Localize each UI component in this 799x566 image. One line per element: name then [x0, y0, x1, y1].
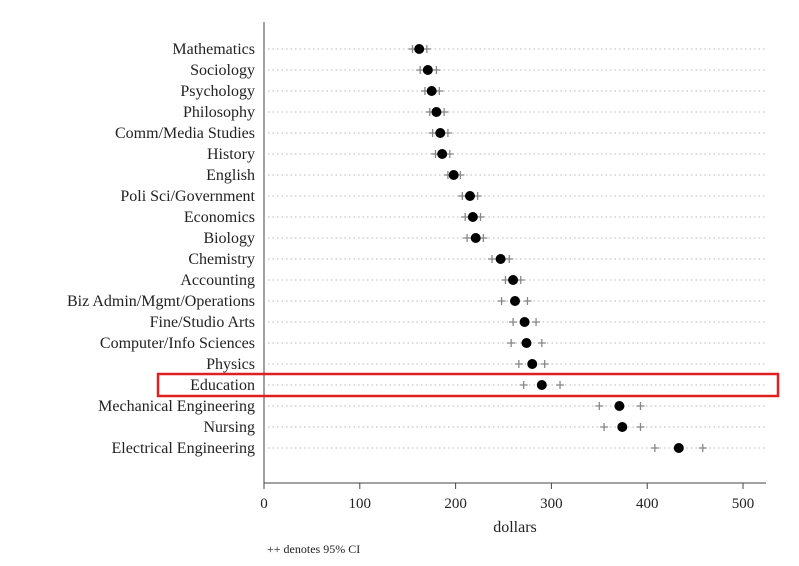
category-label-poli-sci-government: Poli Sci/Government [120, 188, 255, 205]
x-tick-label-500: 500 [732, 496, 755, 512]
ci-footnote: ++ denotes 95% CI [267, 542, 360, 556]
data-point-nursing [617, 422, 628, 432]
ci-high-marker-computer-info-sciences [537, 339, 546, 347]
category-labels: Mathematics Sociology Psychology Philosophy… [67, 41, 256, 457]
x-tick-label-200: 200 [444, 496, 467, 512]
data-point-computer-info-sciences [521, 338, 532, 348]
x-tick-label-0: 0 [260, 496, 268, 512]
data-point-mathematics [414, 44, 425, 54]
ci-low-marker-biz-admin-mgmt-operations [497, 297, 506, 305]
category-label-biology: Biology [203, 230, 255, 247]
ci-high-marker-education [556, 381, 565, 389]
category-label-fine-studio-arts: Fine/Studio Arts [150, 314, 255, 331]
data-point-philosophy [431, 107, 442, 117]
category-label-history: History [207, 146, 255, 163]
data-point-chemistry [495, 254, 506, 264]
ci-high-marker-physics [540, 360, 549, 368]
ci-low-marker-mechanical-engineering [595, 402, 604, 410]
grid-layer [268, 48, 766, 449]
category-label-computer-info-sciences: Computer/Info Sciences [100, 335, 255, 352]
category-label-comm-media-studies: Comm/Media Studies [115, 125, 255, 142]
data-point-accounting [508, 275, 519, 285]
x-axis-title: dollars [493, 519, 537, 536]
category-label-accounting: Accounting [180, 272, 255, 289]
ci-low-marker-nursing [600, 423, 609, 431]
point-layer [414, 44, 684, 453]
ci-low-marker-computer-info-sciences [507, 339, 516, 347]
category-label-philosophy: Philosophy [183, 104, 255, 121]
data-point-electrical-engineering [673, 443, 684, 453]
ci-low-marker-chemistry [488, 255, 497, 263]
data-point-poli-sci-government [464, 191, 475, 201]
data-point-physics [527, 359, 538, 369]
category-label-biz-admin-mgmt-operations: Biz Admin/Mgmt/Operations [67, 293, 255, 310]
data-point-mechanical-engineering [614, 401, 625, 411]
category-label-nursing: Nursing [203, 419, 255, 436]
ci-high-marker-nursing [636, 423, 645, 431]
ci-high-marker-fine-studio-arts [532, 318, 541, 326]
category-label-sociology: Sociology [190, 62, 255, 79]
category-label-mechanical-engineering: Mechanical Engineering [98, 398, 255, 415]
ci-low-marker-physics [514, 360, 523, 368]
data-point-psychology [426, 86, 437, 96]
data-point-sociology [422, 65, 433, 75]
ci-low-marker-education [519, 381, 528, 389]
category-label-mathematics: Mathematics [172, 41, 255, 58]
data-point-economics [467, 212, 478, 222]
ci-low-marker-fine-studio-arts [509, 318, 518, 326]
x-tick-label-100: 100 [349, 496, 372, 512]
ci-low-marker-biology [463, 234, 472, 242]
ci-high-marker-electrical-engineering [698, 444, 707, 452]
category-label-economics: Economics [184, 209, 255, 226]
category-label-physics: Physics [206, 356, 255, 373]
ci-high-marker-chemistry [505, 255, 514, 263]
x-tick-label-300: 300 [540, 496, 563, 512]
x-tick-label-400: 400 [636, 496, 659, 512]
ci-high-marker-mechanical-engineering [636, 402, 645, 410]
data-point-history [437, 149, 448, 159]
category-label-education: Education [190, 377, 255, 394]
category-label-psychology: Psychology [180, 83, 255, 100]
data-point-fine-studio-arts [519, 317, 530, 327]
ci-high-marker-biz-admin-mgmt-operations [523, 297, 532, 305]
category-label-english: English [206, 167, 255, 184]
ci-low-marker-electrical-engineering [650, 444, 659, 452]
data-point-education [536, 380, 547, 390]
data-point-biz-admin-mgmt-operations [509, 296, 520, 306]
category-label-electrical-engineering: Electrical Engineering [112, 440, 255, 457]
x-axis: 0 100 200 300 400 500 [260, 22, 766, 512]
data-point-biology [470, 233, 481, 243]
data-point-comm-media-studies [435, 128, 446, 138]
category-label-chemistry: Chemistry [188, 251, 255, 268]
data-point-english [448, 170, 459, 180]
ci-high-marker-sociology [432, 66, 441, 74]
ci-layer [408, 45, 707, 452]
highlight-box-education [156, 372, 780, 398]
